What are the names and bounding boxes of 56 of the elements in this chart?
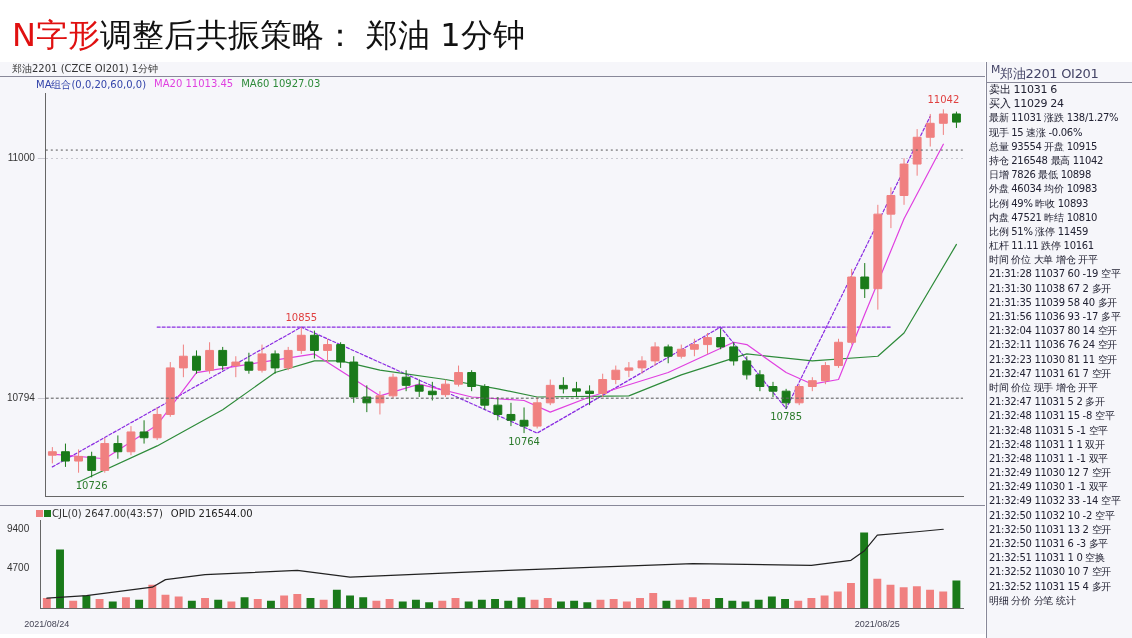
y-tick-label: 4700 bbox=[7, 562, 30, 574]
text: 最新 11031 涨跌 138/1.27% bbox=[988, 111, 1120, 126]
text: 21:31:30 11038 67 2 多开 bbox=[988, 281, 1112, 296]
text: 买入 11029 24 bbox=[988, 97, 1065, 112]
annotation: 10764 bbox=[508, 435, 540, 447]
text: 21:32:50 11032 10 -2 空平 bbox=[988, 508, 1116, 523]
annotation: 10785 bbox=[770, 411, 803, 423]
text: 现手 15 速涨 -0.06% bbox=[988, 125, 1084, 140]
text: 卖出 11031 6 bbox=[988, 83, 1058, 98]
text: 持仓 216548 最高 11042 bbox=[988, 153, 1105, 168]
text: 21:32:52 11031 15 4 多开 bbox=[988, 579, 1112, 594]
text: 外盘 46034 均价 10983 bbox=[988, 182, 1099, 197]
text: 21:32:48 11031 1 1 双开 bbox=[988, 437, 1106, 452]
x-tick-label: 2021/08/25 bbox=[854, 619, 900, 630]
text: 21:32:48 11031 1 -1 双平 bbox=[988, 451, 1110, 466]
text: 比例 51% 涨停 11459 bbox=[988, 224, 1090, 239]
text: 21:32:23 11030 81 11 空开 bbox=[988, 352, 1118, 367]
annotation: 10726 bbox=[75, 479, 108, 491]
legend-label: CJL(0) 2647.00(43:57) bbox=[52, 508, 163, 519]
text: 时间 价位 大单 增仓 开平 bbox=[988, 253, 1099, 268]
x-tick-label: 2021/08/24 bbox=[24, 619, 70, 630]
text: 时间 价位 现手 增仓 开平 bbox=[988, 380, 1099, 395]
chart-subtitle: 郑油2201 (CZCE OI201) 1分钟 bbox=[0, 62, 985, 77]
legend-title: MA组合(0,0,20,60,0,0) bbox=[36, 78, 147, 92]
text: 21:32:48 11031 5 -1 空平 bbox=[988, 423, 1110, 438]
text: 21:32:04 11037 80 14 空开 bbox=[988, 324, 1118, 339]
text: 明细 分价 分笔 统计 bbox=[988, 593, 1077, 608]
text: 21:32:47 11031 61 7 空开 bbox=[988, 366, 1112, 381]
text: 内盘 47521 昨结 10810 bbox=[988, 210, 1099, 225]
text: 21:32:49 11030 1 -1 双平 bbox=[988, 480, 1110, 495]
text: 总量 93554 开盘 10915 bbox=[988, 139, 1099, 154]
y-tick-label: 10794 bbox=[7, 391, 36, 403]
text: 21:31:56 11036 93 -17 多平 bbox=[988, 310, 1122, 324]
text: 21:31:28 11037 60 -19 空平 bbox=[988, 267, 1122, 282]
annotation: 10855 bbox=[285, 311, 318, 323]
text: MA20 11013.45 bbox=[154, 78, 234, 89]
text: 21:32:47 11031 5 2 多开 bbox=[988, 395, 1106, 410]
annotation: 11042 bbox=[927, 93, 960, 105]
text: 21:32:11 11036 76 24 空开 bbox=[988, 338, 1118, 353]
text: 21:31:35 11039 58 40 多开 bbox=[988, 295, 1118, 310]
chart-title: N字形调整后共振策略： 郑油 1分钟 bbox=[12, 16, 525, 54]
text: $^{M}$郑油2201 OI201 bbox=[987, 62, 1132, 83]
text: MA60 10927.03 bbox=[241, 78, 321, 89]
text: 21:32:49 11030 12 7 空开 bbox=[988, 466, 1112, 481]
text: 21:32:52 11030 10 7 空开 bbox=[988, 565, 1112, 580]
text: 21:32:51 11031 1 0 空换 bbox=[988, 551, 1106, 566]
y-tick-label: 11000 bbox=[7, 151, 36, 163]
text: 杠杆 11.11 跌停 10161 bbox=[988, 239, 1095, 254]
text: 21:32:48 11031 15 -8 空平 bbox=[988, 409, 1116, 424]
text: 21:32:50 11031 13 2 空开 bbox=[988, 522, 1112, 537]
y-tick-label: 9400 bbox=[7, 522, 30, 534]
text: 21:32:50 11031 6 -3 多平 bbox=[988, 537, 1110, 551]
text: 比例 49% 昨收 10893 bbox=[988, 196, 1090, 211]
text: 日增 7826 最低 10898 bbox=[988, 168, 1092, 183]
text: OPID 216544.00 bbox=[170, 508, 253, 519]
text: 21:32:49 11032 33 -14 空平 bbox=[988, 494, 1122, 509]
